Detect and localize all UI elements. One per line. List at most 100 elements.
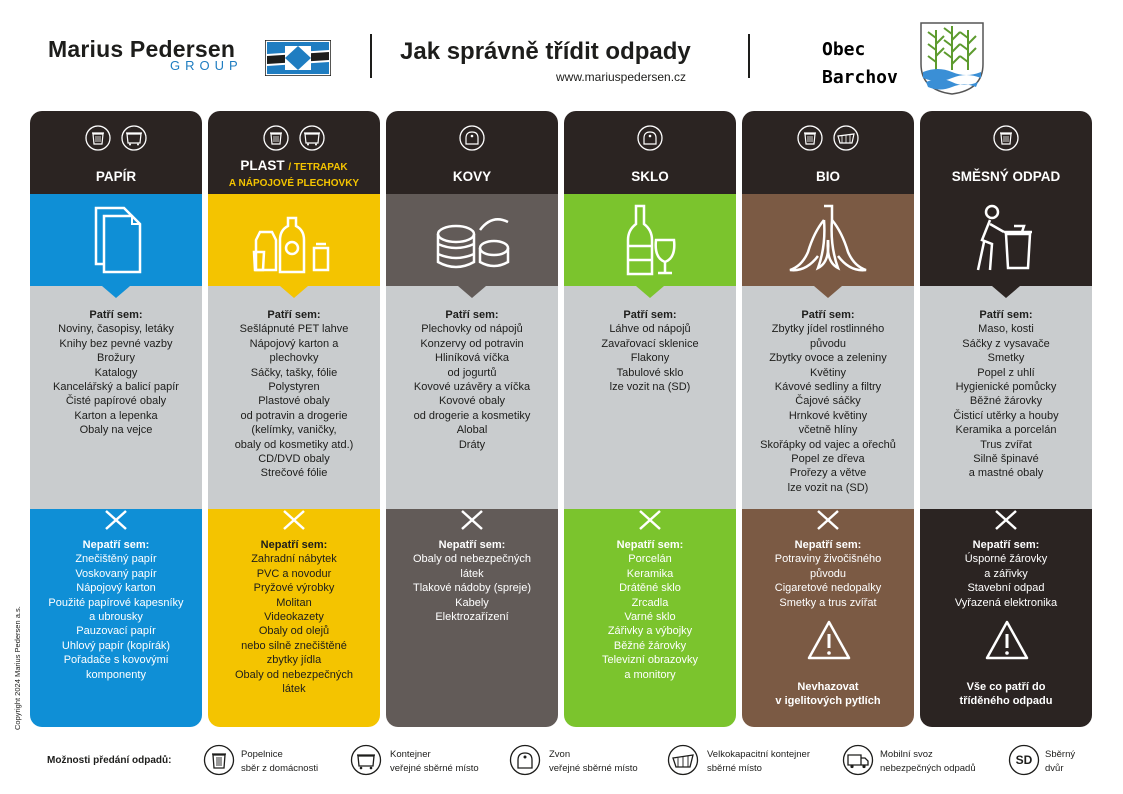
list-item: zbytky jídla	[266, 654, 322, 667]
list-heading: Patří sem:	[801, 309, 855, 321]
accepted-list: Patří sem: Maso, kosti Sáčky z vysavače Sme…	[920, 308, 1092, 481]
column-band	[208, 194, 380, 286]
list-item: Čajové sáčky	[795, 395, 861, 408]
rejected-section: Nepatří sem: Porcelán Keramika Drátěné sklo…	[564, 509, 736, 727]
column-title: PLAST / TETRAPAK A NÁPOJOVÉ PLECHOVKY	[208, 159, 380, 191]
warning-line: v igelitových pytlích	[775, 695, 881, 708]
list-heading: Nepatří sem:	[82, 539, 150, 551]
accepted-section: Patří sem: Plechovky od nápojů Konzervy od…	[386, 286, 558, 509]
accepted-list: Patří sem: Láhve od nápojů Zavařovací skle…	[564, 308, 736, 394]
list-item: Prořezy a větve	[789, 467, 867, 480]
list-item: Kancelářský a balicí papír	[53, 381, 179, 394]
wine-bottle-glass-icon	[626, 204, 676, 276]
column-title: BIO	[815, 169, 840, 184]
list-heading: Patří sem:	[89, 309, 143, 321]
list-item: Hygienické pomůcky	[955, 381, 1057, 394]
list-item: Smetky	[987, 352, 1025, 365]
cross-icon	[995, 510, 1017, 530]
accepted-section: Patří sem: Noviny, časopisy, letáky Knihy …	[30, 286, 202, 509]
arrow-pointer	[636, 286, 664, 298]
list-item: Flakony	[630, 352, 670, 365]
brand: Marius Pedersen GROUP	[48, 36, 238, 73]
column-bio: BIO Patří sem: Zbytky jídel rostlinného pů…	[742, 111, 914, 727]
column-icons	[208, 125, 380, 153]
truck-icon	[842, 744, 874, 776]
column-header: SMĚSNÝ ODPAD	[920, 111, 1092, 194]
legend-line: Sběrný	[1045, 749, 1076, 760]
sd-badge: SD	[1015, 753, 1033, 767]
list-item: a mastné obaly	[968, 467, 1044, 480]
warning-text: Nevhazovat v igelitových pytlích	[742, 680, 914, 709]
list-item: Sáčky z vysavače	[962, 337, 1050, 350]
bin-icon	[85, 125, 111, 151]
list-item: Pryžové výrobky	[253, 582, 335, 595]
list-item: Molitan	[276, 596, 312, 609]
list-item: Použité papírové kapesníky	[48, 596, 184, 609]
list-item: Zavařovací sklenice	[601, 337, 699, 350]
brand-name: Marius Pedersen	[48, 36, 236, 62]
list-item: Hrnkové květiny	[788, 409, 868, 422]
list-item: Skořápky od vajec a ořechů	[760, 438, 896, 451]
rejected-list: Nepatří sem: Zahradní nábytek PVC a novodu…	[208, 538, 380, 696]
cans-icon	[436, 218, 510, 269]
list-item: Čisté papírové obaly	[65, 395, 167, 408]
column-header: KOVY	[386, 111, 558, 194]
column-title-sub: / TETRAPAK	[288, 162, 348, 173]
municipality-line: Obec	[822, 39, 866, 60]
list-item: Kovové obaly	[438, 395, 506, 408]
column-smesny-odpad: SMĚSNÝ ODPAD Patří sem: Maso, kosti Sáčky …	[920, 111, 1092, 727]
legend-text: Mobilní svoz nebezpečných odpadů	[880, 748, 976, 776]
column-title: SMĚSNÝ ODPAD	[951, 169, 1061, 184]
list-heading: Nepatří sem:	[438, 539, 506, 551]
legend-line: Mobilní svoz	[880, 749, 933, 760]
website-url[interactable]: www.mariuspedersen.cz	[556, 70, 687, 84]
cross-icon	[461, 510, 483, 530]
column-icons	[564, 125, 736, 153]
bin-icon	[993, 125, 1019, 151]
list-item: Nápojový karton a	[249, 337, 339, 350]
list-item: a monitory	[624, 668, 676, 681]
list-item: Znečištěný papír	[75, 553, 157, 566]
arrow-pointer	[280, 286, 308, 298]
list-item: komponenty	[86, 668, 146, 681]
list-item: Stavební odpad	[967, 582, 1045, 595]
list-item: Zbytky jídel rostlinného	[771, 323, 885, 336]
column-band	[386, 194, 558, 286]
list-item: Pořadače s kovovými	[63, 654, 169, 667]
list-item: Katalogy	[94, 366, 138, 379]
list-item: Voskovaný papír	[75, 567, 157, 580]
list-item: Běžné žárovky	[613, 639, 687, 652]
legend-line: veřejné sběrné místo	[549, 763, 638, 774]
list-item: Tlakové nádoby (spreje)	[412, 582, 531, 595]
column-icons	[30, 125, 202, 153]
cross-icon	[105, 510, 127, 530]
list-item: Maso, kosti	[978, 323, 1034, 336]
accepted-section: Patří sem: Sešlápnuté PET lahve Nápojový k…	[208, 286, 380, 509]
cross-icon	[283, 510, 305, 530]
warning-icon	[807, 620, 851, 660]
list-item: Porcelán	[628, 553, 672, 566]
rejected-section: Nepatří sem: Potraviny živočišného původu C…	[742, 509, 914, 727]
footer-legend: Možnosti předání odpadů: Popelnice sběr z…	[0, 740, 1123, 780]
column-sklo: SKLO Patří sem: Láhve od nápojů Zavařovací…	[564, 111, 736, 727]
column-header: PAPÍR	[30, 111, 202, 194]
column-title: KOVY	[452, 169, 492, 184]
list-item: obaly od kosmetiky atd.)	[234, 438, 354, 451]
large-container-icon	[667, 744, 699, 776]
list-item: a zářivky	[984, 567, 1028, 580]
column-icons	[920, 125, 1092, 153]
list-heading: Nepatří sem:	[794, 539, 862, 551]
list-item: od jogurtů	[447, 366, 497, 379]
list-heading: Patří sem:	[267, 309, 321, 321]
legend-line: Zvon	[549, 749, 571, 760]
column-header: PLAST / TETRAPAK A NÁPOJOVÉ PLECHOVKY	[208, 111, 380, 194]
list-item: PVC a novodur	[256, 567, 332, 580]
legend-line: sběr z domácnosti	[241, 763, 319, 774]
accepted-list: Patří sem: Zbytky jídel rostlinného původu…	[742, 308, 914, 495]
bell-container-icon	[637, 125, 663, 151]
list-item: Trus zvířat	[980, 438, 1032, 451]
cross-icon	[817, 510, 839, 530]
warning-line: tříděného odpadu	[959, 695, 1053, 708]
column-title-sub: A NÁPOJOVÉ PLECHOVKY	[228, 178, 360, 189]
list-item: Láhve od nápojů	[609, 323, 691, 336]
